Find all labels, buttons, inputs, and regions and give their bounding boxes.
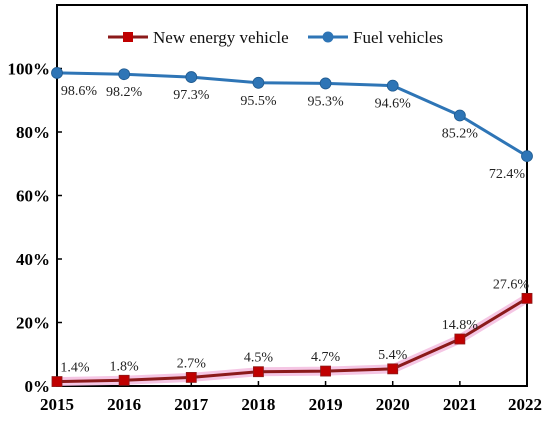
legend: New energy vehicle Fuel vehicles <box>108 28 443 47</box>
y-tick-label: 100% <box>8 60 51 79</box>
series-layer <box>51 67 533 387</box>
series-point <box>51 376 63 387</box>
data-label: 5.4% <box>378 348 408 363</box>
x-tick-label: 2016 <box>107 395 141 414</box>
data-label: 2.7% <box>177 356 207 371</box>
data-label: 4.5% <box>244 351 274 366</box>
x-tick-label: 2018 <box>241 395 275 414</box>
data-label: 85.2% <box>442 126 479 141</box>
series-line <box>56 71 528 158</box>
y-tick-label: 20% <box>16 314 50 333</box>
data-label: 95.5% <box>240 94 277 109</box>
legend-marker <box>322 31 334 43</box>
series-point <box>521 150 533 163</box>
y-tick-label: 0% <box>25 377 51 396</box>
series-point <box>320 365 331 377</box>
x-tick-label: 2021 <box>443 395 477 414</box>
series-point <box>521 292 533 304</box>
series-point <box>453 109 466 122</box>
series-point <box>185 71 198 83</box>
data-label: 94.6% <box>375 97 412 112</box>
axes-layer: 0% 20% 40% 60% 80% 100% 2015 2016 2017 2018 2019 20… <box>8 4 542 414</box>
data-label: 95.3% <box>307 94 344 109</box>
y-tick-label: 40% <box>16 250 50 269</box>
series-point <box>319 77 332 90</box>
series-line <box>56 297 528 384</box>
data-label: 27.6% <box>493 277 530 292</box>
data-label: 1.4% <box>60 361 90 376</box>
series-point <box>118 374 130 386</box>
data-label: 98.6% <box>61 84 98 99</box>
series-point <box>118 68 131 81</box>
data-label: 1.8% <box>110 359 140 374</box>
series-point <box>387 363 399 375</box>
legend-label: New energy vehicle <box>153 28 289 47</box>
x-tick-label: 2020 <box>376 395 410 414</box>
series-point <box>386 79 399 92</box>
legend-label: Fuel vehicles <box>353 28 443 47</box>
legend-marker <box>123 32 133 42</box>
series-point <box>253 366 264 378</box>
data-label: 97.3% <box>173 88 210 103</box>
series-point <box>252 76 265 89</box>
y-tick-label: 60% <box>16 187 50 206</box>
series-point <box>51 67 63 79</box>
series-point <box>454 333 466 345</box>
data-labels-layer: 1.4% 1.8% 2.7% 4.5% 4.7% 5.4% 14.8% 27.6% 98.6% 9… <box>60 84 529 376</box>
y-tick-label: 80% <box>16 123 50 142</box>
data-label: 4.7% <box>311 350 341 365</box>
x-tick-label: 2019 <box>309 395 343 414</box>
data-label: 98.2% <box>106 85 143 100</box>
x-tick-label: 2022 <box>508 395 542 414</box>
data-label: 14.8% <box>442 318 479 333</box>
data-label: 72.4% <box>489 167 526 182</box>
series-point <box>185 372 197 383</box>
x-tick-label: 2017 <box>174 395 209 414</box>
x-tick-label: 2015 <box>40 395 74 414</box>
